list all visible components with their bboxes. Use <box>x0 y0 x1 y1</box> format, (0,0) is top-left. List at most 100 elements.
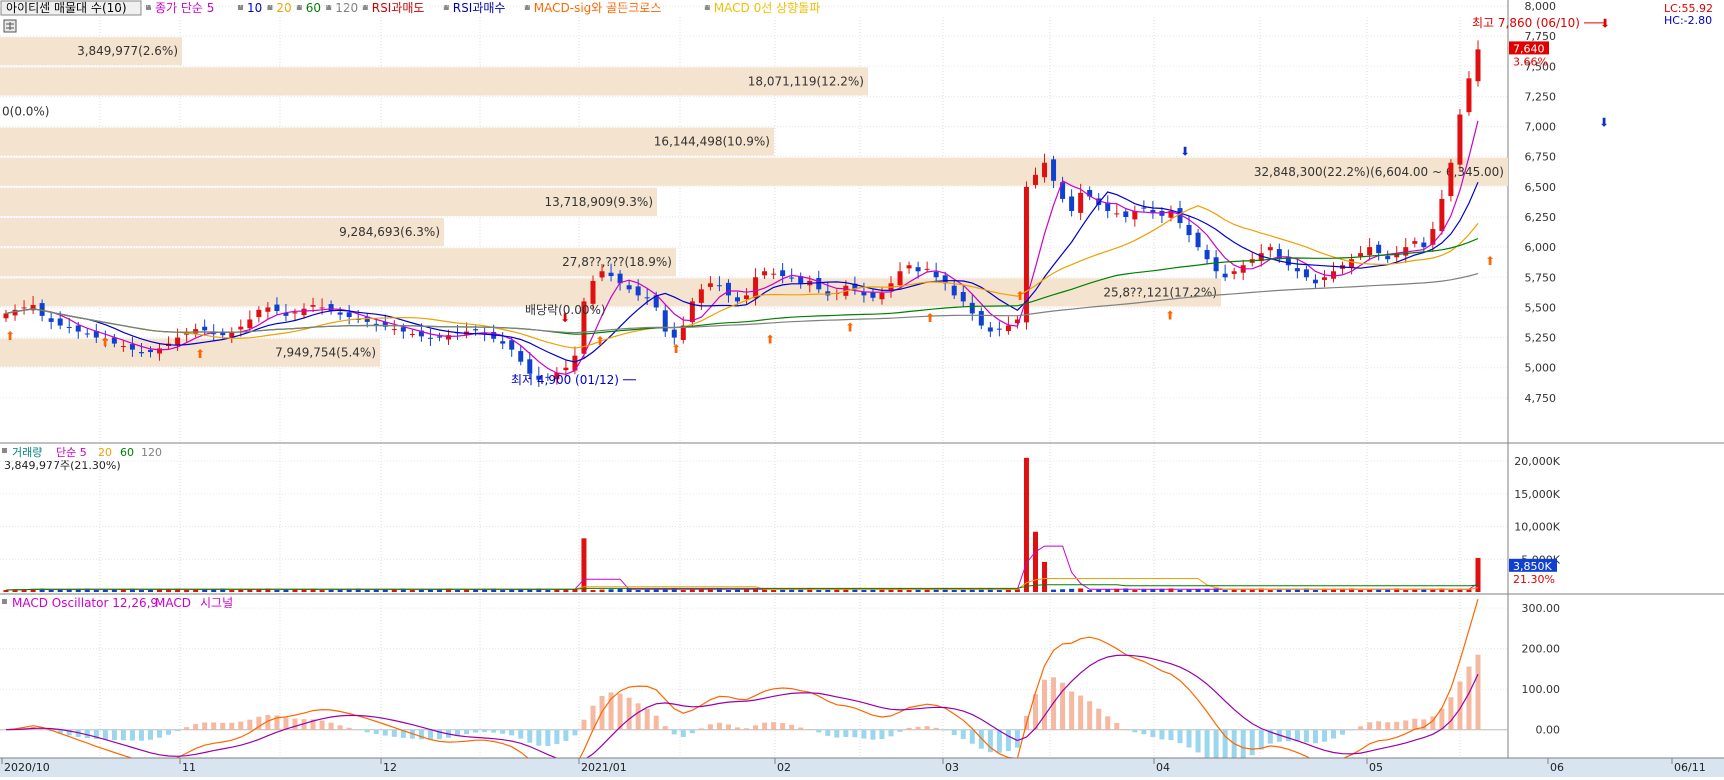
macd-histogram-bar <box>1259 730 1264 750</box>
macd-histogram-bar <box>518 730 523 739</box>
volume-bar <box>726 590 731 592</box>
macd-histogram-bar <box>572 730 577 736</box>
candle <box>437 336 442 337</box>
date-axis-background <box>0 758 1724 777</box>
volume-bar <box>690 590 695 592</box>
grid-settings-icon[interactable] <box>4 20 16 32</box>
volume-bar <box>1051 590 1056 592</box>
macd-histogram-bar <box>879 730 884 739</box>
candle <box>1430 229 1435 245</box>
volume-legend-item: 20 <box>98 446 112 459</box>
volume-bar <box>907 590 912 592</box>
legend-item: RSI과매수 <box>453 1 506 15</box>
legend-item: MACD-sig와 골든크로스 <box>534 1 662 15</box>
candle <box>292 312 297 313</box>
macd-histogram-bar <box>365 730 370 732</box>
price-tick-label: 8,000 <box>1525 0 1557 13</box>
macd-histogram-bar <box>1141 730 1146 735</box>
volume-bar <box>681 590 686 592</box>
hc-readout: HC:-2.80 <box>1664 14 1712 27</box>
candle <box>1187 225 1192 235</box>
candle <box>202 327 207 331</box>
volume-bar <box>952 590 957 592</box>
volume-bar <box>1403 590 1408 592</box>
macd-histogram-bar <box>392 730 397 737</box>
candle <box>1466 78 1471 112</box>
candle <box>320 307 325 308</box>
price-tick-label: 4,750 <box>1525 392 1557 405</box>
macd-histogram-bar <box>870 730 875 740</box>
candle <box>374 324 379 325</box>
macd-histogram-bar <box>383 730 388 736</box>
volume-bar <box>1060 589 1065 592</box>
candle <box>744 295 749 299</box>
candle <box>428 338 433 339</box>
volume-bar <box>771 590 776 592</box>
volume-bar <box>139 590 144 592</box>
volume-bar <box>1232 590 1237 592</box>
macd-histogram-bar <box>1114 723 1119 730</box>
low-price-annotation: 최저 4,900 (01/12) <box>511 373 619 387</box>
candle <box>636 286 641 295</box>
date-label: 05 <box>1369 761 1383 774</box>
candle <box>1358 253 1363 256</box>
macd-histogram-bar <box>1394 722 1399 730</box>
candle <box>1421 243 1426 248</box>
macd-histogram-bar <box>1448 697 1453 729</box>
candle <box>1304 269 1309 277</box>
volume-profile-bar <box>0 67 868 95</box>
volume-bar <box>645 590 650 592</box>
candle <box>1214 257 1219 271</box>
macd-histogram-bar <box>121 730 126 741</box>
volume-bar <box>735 590 740 592</box>
volume-bar <box>283 590 288 592</box>
volume-bar <box>1177 590 1182 592</box>
volume-bar <box>1069 589 1074 592</box>
signal-arrow-down: ⬇ <box>1180 145 1190 159</box>
volume-bar <box>545 590 550 592</box>
volume-bar <box>870 590 875 592</box>
volume-bar <box>1358 590 1363 592</box>
candle <box>1476 49 1481 81</box>
macd-histogram-bar <box>292 719 297 730</box>
macd-histogram-bar <box>283 717 288 729</box>
volume-tick-label: 20,000K <box>1514 455 1560 468</box>
price-tick-label: 5,750 <box>1525 271 1557 284</box>
volume-tick-label: 15,000K <box>1514 488 1560 501</box>
candle <box>1367 247 1372 255</box>
candle <box>1322 277 1327 280</box>
volume-bar <box>509 590 514 592</box>
candle <box>1205 250 1210 259</box>
date-label: 11 <box>182 761 196 774</box>
volume-bar <box>464 590 469 592</box>
price-tick-label: 7,250 <box>1525 90 1557 103</box>
macd-histogram-bar <box>464 730 469 734</box>
volume-bar <box>49 590 54 592</box>
legend-marker <box>2 448 7 453</box>
macd-histogram-bar <box>762 723 767 730</box>
volume-bar <box>609 589 614 592</box>
candle <box>600 271 605 277</box>
price-tick-label: 7,000 <box>1525 121 1557 134</box>
macd-histogram-bar <box>735 727 740 729</box>
macd-histogram-bar <box>663 726 668 730</box>
candle <box>121 346 126 347</box>
candle <box>67 327 72 328</box>
candle <box>329 304 334 311</box>
macd-histogram-bar <box>771 722 776 730</box>
candle <box>717 285 722 286</box>
signal-arrow-up: ⬆ <box>1165 308 1175 322</box>
macd-histogram-bar <box>672 730 677 735</box>
macd-histogram-bar <box>247 720 252 730</box>
macd-histogram-bar <box>744 728 749 729</box>
macd-histogram-bar <box>157 730 162 738</box>
legend-item: 아이티센 매물대 수(10) <box>6 1 127 15</box>
volume-bar <box>238 590 243 592</box>
candle <box>238 327 243 330</box>
candle <box>130 344 135 350</box>
macd-histogram-bar <box>545 730 550 746</box>
volume-bar <box>320 590 325 592</box>
macd-histogram-bar <box>1331 730 1336 739</box>
signal-arrow-up: ⬆ <box>765 333 775 347</box>
